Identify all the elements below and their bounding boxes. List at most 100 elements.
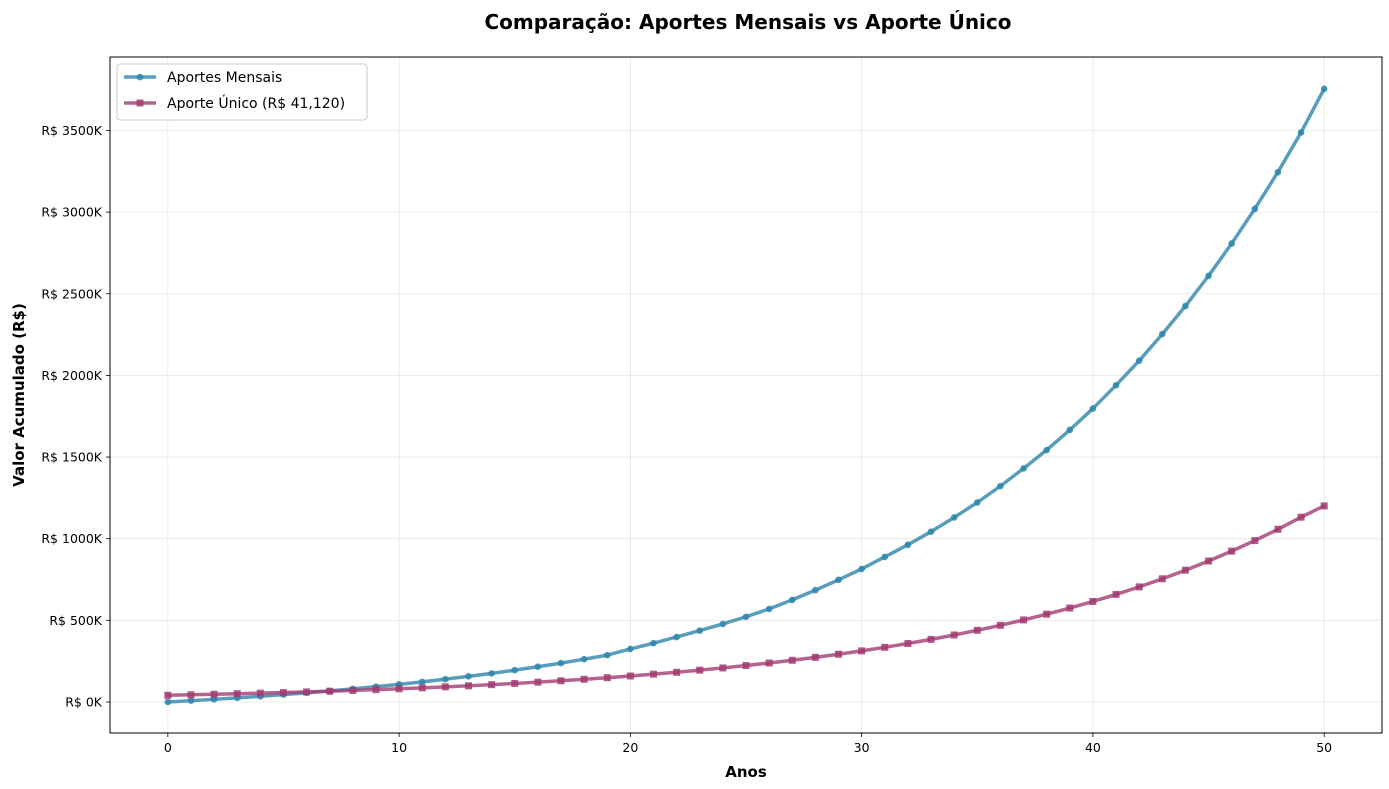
data-point bbox=[557, 677, 565, 685]
data-point bbox=[788, 596, 796, 604]
data-point bbox=[1181, 566, 1189, 574]
data-point bbox=[1205, 557, 1213, 565]
data-point bbox=[673, 668, 681, 676]
data-point bbox=[1089, 405, 1097, 412]
data-point bbox=[1089, 597, 1097, 605]
data-point bbox=[1135, 357, 1143, 365]
data-point bbox=[742, 613, 750, 621]
data-point bbox=[164, 691, 172, 699]
data-point bbox=[1066, 426, 1074, 434]
y-tick-label: R$ 1000K bbox=[41, 531, 102, 546]
data-point bbox=[256, 689, 264, 697]
data-point bbox=[765, 659, 773, 667]
data-point bbox=[187, 697, 195, 704]
data-point bbox=[1112, 590, 1120, 598]
data-point bbox=[973, 499, 981, 506]
data-point bbox=[326, 687, 334, 695]
series-circle bbox=[164, 85, 1328, 706]
series-layer bbox=[164, 85, 1328, 706]
data-point bbox=[1320, 502, 1328, 510]
data-point bbox=[603, 651, 611, 659]
data-point bbox=[580, 675, 588, 683]
legend-entries: Aportes Mensais Aporte Único (R$ 41,120) bbox=[124, 70, 345, 112]
data-point bbox=[1228, 547, 1236, 555]
series-line bbox=[166, 87, 1326, 704]
x-tick-label: 0 bbox=[164, 740, 172, 755]
data-point bbox=[1158, 330, 1166, 338]
data-point bbox=[742, 662, 750, 670]
x-tick-label: 20 bbox=[622, 740, 638, 755]
data-point bbox=[279, 689, 287, 697]
data-point bbox=[1320, 85, 1328, 93]
data-point bbox=[303, 688, 311, 696]
data-point bbox=[164, 698, 172, 706]
data-point bbox=[1135, 583, 1143, 591]
data-point bbox=[904, 541, 912, 549]
data-point bbox=[372, 686, 380, 694]
data-point bbox=[696, 666, 704, 674]
data-point bbox=[765, 605, 773, 613]
data-point bbox=[973, 626, 981, 634]
legend-label: Aporte Único (R$ 41,120) bbox=[167, 94, 345, 112]
data-point bbox=[603, 674, 611, 682]
series-square bbox=[164, 502, 1328, 699]
data-point bbox=[1158, 575, 1166, 583]
data-point bbox=[1066, 604, 1074, 612]
data-point bbox=[673, 633, 680, 641]
legend-box bbox=[116, 63, 368, 121]
chart-title: Comparação: Aportes Mensais vs Aporte Ún… bbox=[484, 10, 1011, 34]
data-point bbox=[1251, 537, 1259, 545]
data-point bbox=[904, 639, 912, 647]
data-point bbox=[441, 683, 449, 691]
data-point bbox=[835, 650, 843, 658]
data-point bbox=[557, 659, 565, 667]
y-tick-label: R$ 2500K bbox=[41, 286, 102, 301]
legend-swatch-marker bbox=[136, 73, 144, 81]
grid bbox=[110, 57, 1382, 733]
data-point bbox=[511, 666, 519, 674]
data-point bbox=[534, 663, 542, 671]
data-point bbox=[950, 514, 958, 521]
data-point bbox=[858, 565, 865, 573]
data-point bbox=[534, 678, 542, 686]
data-point bbox=[1274, 168, 1282, 176]
data-point bbox=[233, 690, 241, 698]
x-tick-label: 50 bbox=[1316, 740, 1332, 755]
plot-frame bbox=[109, 56, 1383, 734]
data-point bbox=[465, 673, 472, 680]
data-point bbox=[418, 678, 426, 686]
data-point bbox=[1205, 272, 1212, 280]
data-point bbox=[464, 682, 472, 690]
data-point bbox=[1020, 465, 1027, 472]
x-axis-label: Anos bbox=[725, 763, 767, 781]
data-point bbox=[1112, 381, 1120, 389]
data-point bbox=[881, 643, 889, 651]
data-point bbox=[927, 528, 935, 535]
data-point bbox=[488, 670, 495, 677]
data-point bbox=[835, 576, 842, 584]
data-point bbox=[1020, 616, 1028, 624]
data-point bbox=[881, 553, 889, 561]
data-point bbox=[1297, 513, 1305, 521]
data-point bbox=[649, 670, 657, 678]
data-point bbox=[858, 647, 866, 655]
x-tick-label: 40 bbox=[1085, 740, 1101, 755]
data-point bbox=[927, 635, 935, 643]
data-point bbox=[811, 653, 819, 661]
data-point bbox=[719, 620, 727, 628]
data-point bbox=[1182, 302, 1189, 310]
x-tick-label: 30 bbox=[854, 740, 870, 755]
data-point bbox=[788, 656, 796, 664]
data-point bbox=[187, 691, 195, 699]
data-point bbox=[812, 586, 819, 594]
y-axis-label: Valor Acumulado (R$) bbox=[10, 303, 28, 487]
data-point bbox=[696, 627, 704, 634]
data-point bbox=[488, 681, 496, 689]
data-point bbox=[650, 639, 657, 647]
data-point bbox=[210, 690, 218, 698]
legend: Aportes Mensais Aporte Único (R$ 41,120) bbox=[116, 63, 368, 121]
y-tick-label: R$ 3500K bbox=[41, 123, 102, 138]
legend-swatch-marker bbox=[136, 99, 144, 107]
data-point bbox=[1228, 240, 1235, 247]
